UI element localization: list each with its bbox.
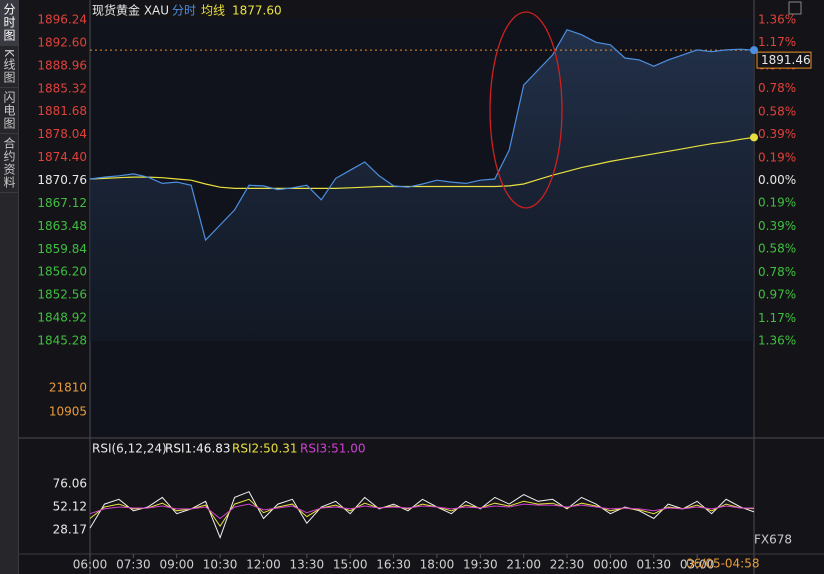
x-tick-label: 10:30 (203, 558, 238, 572)
current-price-label: 1891.46 (761, 53, 811, 67)
y2-tick-label: 0.58% (758, 241, 796, 255)
sidebar-tab[interactable]: K线图 (0, 46, 18, 88)
y-tick-label: 1852.56 (37, 288, 87, 302)
sidebar-tab[interactable]: 闪电图 (0, 88, 18, 134)
x-tick-label: 00:00 (593, 558, 628, 572)
y2-tick-label: 1.17% (758, 35, 796, 49)
y-tick-label: 1896.24 (37, 13, 87, 27)
y-tick-label: 1874.40 (37, 150, 87, 164)
y-tick-label: 1885.32 (37, 81, 87, 95)
x-tick-label: 07:30 (116, 558, 151, 572)
y-tick-label: 1892.60 (37, 35, 87, 49)
legend-entry[interactable]: 均线 (201, 4, 225, 18)
y2-tick-label: 0.19% (758, 195, 796, 209)
panel-icon[interactable] (788, 1, 802, 15)
x-tick-label: 13:30 (290, 558, 325, 572)
y-tick-label: 1845.28 (37, 334, 87, 348)
y-tick-label: 1870.76 (37, 173, 87, 187)
x-tick-label: 12:00 (246, 558, 281, 572)
y-tick-label: 1881.68 (37, 104, 87, 118)
x-tick-label: 18:00 (420, 558, 455, 572)
y-tick-label: 1848.92 (37, 311, 87, 325)
rsi-line (89, 503, 754, 520)
y2-tick-label: 0.19% (758, 151, 796, 165)
indicator-title: RSI(6,12,24) (92, 442, 167, 456)
y2-tick-label: 1.36% (758, 334, 796, 348)
legend-entry[interactable]: 分时 (172, 4, 196, 18)
y2-tick-label: 0.39% (758, 127, 796, 141)
legend-entry: RSI1:46.83 (165, 442, 231, 456)
price-line (89, 28, 755, 242)
legend-value: 1877.60 (232, 4, 282, 18)
y-tick-label: 10905 (49, 404, 87, 418)
x-tick-label: 16:30 (376, 558, 411, 572)
y-tick-label: 21810 (49, 380, 87, 394)
y-tick-label: 1867.12 (37, 196, 87, 210)
x-tick-label: 22:30 (550, 558, 585, 572)
timestamp: 06/05-04:58 (686, 557, 760, 571)
current-price-box (756, 51, 812, 69)
annotation-ellipse (489, 11, 563, 209)
y2-tick-label: 0.00% (758, 173, 796, 187)
legend-entry: RSI2:50.31 (232, 442, 298, 456)
x-tick-label: 06:00 (73, 558, 108, 572)
sidebar: 分时图 K线图 闪电图 合约资料 (0, 0, 19, 574)
y2-tick-label: 1.36% (758, 13, 796, 27)
rsi-line (89, 491, 755, 540)
avg-line (89, 136, 755, 189)
y-tick-label: 28.17 (53, 522, 87, 536)
sidebar-tab[interactable]: 合约资料 (0, 134, 18, 193)
sidebar-tab[interactable]: 分时图 (0, 0, 18, 46)
x-tick-label: 03:00 (680, 558, 715, 572)
y2-tick-label: 0.39% (758, 219, 796, 233)
y2-tick-label: 0.58% (758, 105, 796, 119)
y2-tick-label: 0.97% (758, 287, 796, 301)
y-tick-label: 1856.20 (37, 265, 87, 279)
price-end-dot (750, 46, 758, 55)
rsi-line (89, 498, 755, 527)
y-tick-label: 76.06 (53, 476, 87, 490)
legend-entry: RSI3:51.00 (300, 442, 366, 456)
y-tick-label: 52.12 (53, 499, 87, 513)
y2-tick-label: 0.78% (758, 81, 796, 95)
x-tick-label: 09:00 (159, 558, 194, 572)
watermark: FX678 (754, 533, 792, 547)
y2-tick-label: 0.78% (758, 265, 796, 279)
price-area (90, 29, 754, 341)
y-tick-label: 1888.96 (37, 58, 87, 72)
x-tick-label: 21:00 (506, 558, 541, 572)
y-tick-label: 1859.84 (37, 242, 87, 256)
y-tick-label: 1878.04 (37, 127, 87, 141)
y-tick-label: 1863.48 (37, 219, 87, 233)
x-tick-label: 15:00 (333, 558, 368, 572)
avg-end-dot (750, 133, 758, 142)
chart-title: 现货黄金 XAU (92, 3, 169, 18)
x-tick-label: 01:30 (636, 558, 671, 572)
layer: 1896.24 1892.60 1888.96 1885.32 1881.68 1878.… (37, 13, 812, 572)
y2-tick-label: 1.17% (758, 311, 796, 325)
x-tick-label: 19:30 (463, 558, 498, 572)
